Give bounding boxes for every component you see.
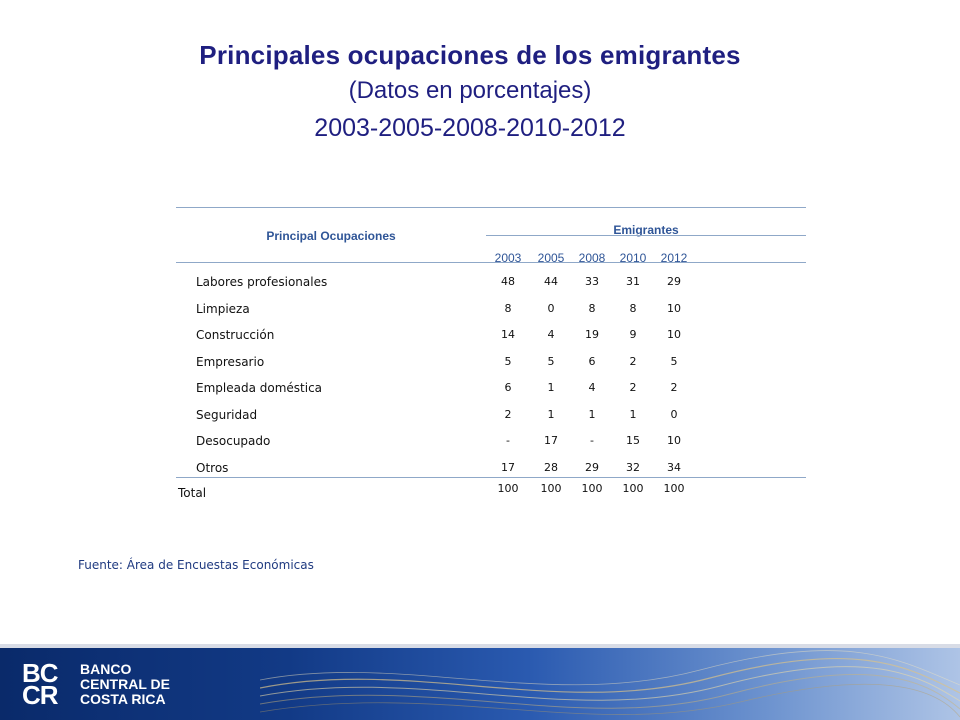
table-cell: 19 <box>585 328 599 341</box>
source-note: Fuente: Área de Encuestas Económicas <box>78 558 314 572</box>
table-cell: 2 <box>504 407 512 421</box>
row-label: Limpieza <box>196 301 250 316</box>
table-cell: 2 <box>670 381 678 394</box>
table-cell: 4 <box>547 328 555 341</box>
table-cell: 9 <box>629 328 637 341</box>
total-cell: 100 <box>497 482 519 495</box>
table-cell: 10 <box>667 434 681 447</box>
table-cell: - <box>590 434 594 447</box>
table-cell: 44 <box>544 275 558 288</box>
year-header: 2003 <box>494 251 522 265</box>
table-cell: 6 <box>588 354 596 368</box>
year-header: 2012 <box>660 251 688 265</box>
table-cell: 48 <box>501 275 515 288</box>
logo-mark-bottom: CR <box>22 680 59 710</box>
title-subtitle: (Datos en porcentajes) <box>348 77 592 104</box>
table-cell: 5 <box>547 354 555 368</box>
table-cell: 34 <box>667 460 681 474</box>
column-header-occupations: Principal Ocupaciones <box>266 229 396 243</box>
table-cell: 6 <box>504 381 512 394</box>
footer-banner: BC CR BANCO CENTRAL DE COSTA RICA <box>0 648 960 720</box>
table-cell: 14 <box>501 328 515 341</box>
table-cell: 32 <box>626 460 640 474</box>
table-cell: 15 <box>626 434 640 447</box>
row-label: Desocupado <box>196 434 271 448</box>
table-cell: 2 <box>629 354 637 368</box>
row-label: Seguridad <box>196 407 258 422</box>
table-cell: 29 <box>667 275 681 288</box>
table-cell: 33 <box>585 275 599 288</box>
row-label: Empleada doméstica <box>196 381 323 395</box>
year-header: 2008 <box>578 251 606 265</box>
table-cell: 8 <box>588 301 596 315</box>
table-cell: 1 <box>547 381 555 394</box>
total-cell: 100 <box>622 482 644 495</box>
table-cell: 5 <box>504 354 512 368</box>
banknote-wave-decoration <box>260 650 960 718</box>
table-cell: 1 <box>547 407 555 421</box>
row-label: Empresario <box>196 354 265 369</box>
row-label: Construcción <box>196 328 275 342</box>
table-cell: 8 <box>504 301 512 315</box>
year-header: 2005 <box>537 251 565 265</box>
table-cell: 10 <box>667 301 681 315</box>
row-label: Labores profesionales <box>196 275 328 289</box>
title-main: Principales ocupaciones de los emigrante… <box>199 40 741 70</box>
table-cell: 8 <box>629 301 637 315</box>
total-cell: 100 <box>581 482 603 495</box>
table-cell: 31 <box>626 275 640 288</box>
table-cell: - <box>506 434 510 447</box>
bccr-logo-mark: BC CR <box>22 658 59 710</box>
table-top-rule <box>176 207 806 208</box>
total-label: Total <box>178 486 207 500</box>
table-cell: 1 <box>588 407 596 421</box>
year-header: 2010 <box>619 251 647 265</box>
table-cell: 29 <box>585 460 599 474</box>
table-cell: 0 <box>547 301 555 315</box>
table-cell: 5 <box>670 354 678 368</box>
table-bottom-rule <box>176 477 806 478</box>
footer-divider <box>0 644 960 648</box>
table-cell: 2 <box>629 381 637 394</box>
table-cell: 4 <box>588 381 596 394</box>
logo-mark-top: BC <box>22 658 59 688</box>
logo-line-1: BANCO <box>80 661 132 677</box>
total-cell: 100 <box>663 482 685 495</box>
slide-title: Principales ocupaciones de los emigrante… <box>0 36 940 148</box>
header-bottom-rule <box>176 262 806 263</box>
total-cell: 100 <box>540 482 562 495</box>
table-cell: 0 <box>670 407 678 421</box>
bccr-logo-text: BANCO CENTRAL DE COSTA RICA <box>80 662 170 707</box>
title-years: 2003-2005-2008-2010-2012 <box>314 114 626 142</box>
group-header-rule <box>486 235 806 236</box>
table-cell: 17 <box>501 460 515 474</box>
logo-line-3: COSTA RICA <box>80 691 166 707</box>
table-cell: 17 <box>544 434 558 447</box>
table-cell: 10 <box>667 328 681 341</box>
table-cell: 1 <box>629 407 637 421</box>
table-cell: 28 <box>544 460 558 474</box>
group-header-emigrants: Emigrantes <box>613 223 679 237</box>
row-label: Otros <box>196 460 229 475</box>
logo-line-2: CENTRAL DE <box>80 676 170 692</box>
